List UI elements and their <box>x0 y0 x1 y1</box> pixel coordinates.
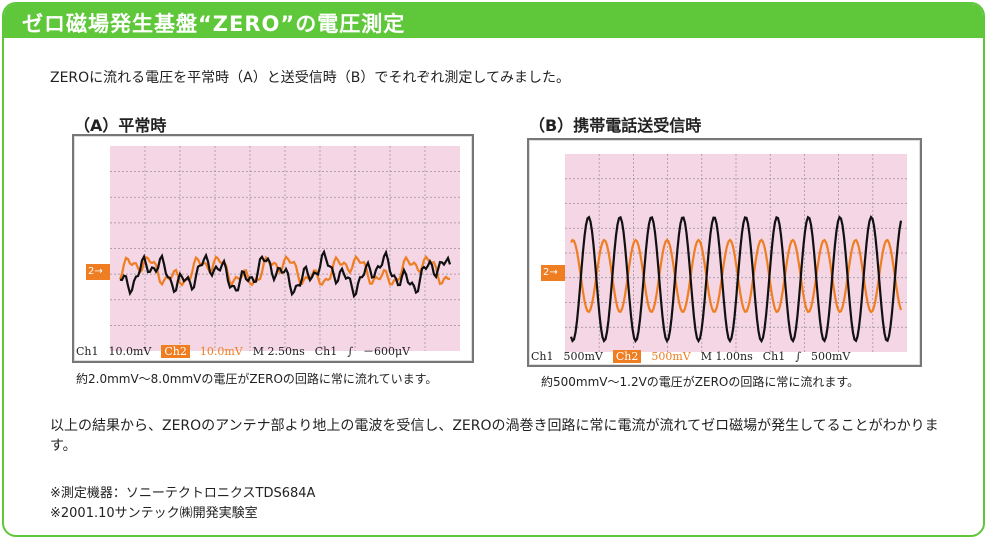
panel-b-label: （B）携帯電話送受信時 <box>529 116 702 135</box>
trigger-level: 500mV <box>810 350 851 363</box>
ch1-label: Ch1 <box>531 350 554 363</box>
ch1-trace <box>119 249 452 299</box>
ch2-value: 10.0mV <box>199 344 243 358</box>
trigger-channel: Ch1 <box>762 350 786 363</box>
trigger-slope-icon: ∫ <box>347 344 353 358</box>
waveform-b <box>565 154 907 352</box>
waveform-a <box>110 146 460 351</box>
channel2-marker: 2→ <box>541 265 565 281</box>
timebase: M 2.50ns <box>252 344 305 358</box>
ch2-value: 500mV <box>651 350 691 363</box>
ch1-value: 500mV <box>563 350 603 363</box>
caption-b: 約500mmV〜1.2Vの電圧がZEROの回路に常に流れます。 <box>541 375 860 389</box>
ch2-trace <box>570 238 903 314</box>
trigger-channel: Ch1 <box>314 344 338 358</box>
readout-b: Ch1 500mV Ch2 500mV M 1.00ns Ch1 ∫ 500mV <box>531 350 850 363</box>
ch1-trace <box>569 215 903 344</box>
ch2-trace <box>118 254 451 287</box>
ch1-value: 10.0mV <box>108 344 152 358</box>
trigger-level: －600μV <box>362 345 411 358</box>
conclusion-text: 以上の結果から、ZEROのアンテナ部より地上の電波を受信し、ZEROの渦巻き回路… <box>50 418 939 454</box>
oscilloscope-a: 2→ Ch1 10.0mV Ch2 10.0mV M 2.50ns Ch1 ∫ … <box>72 134 474 363</box>
instrument-note: ※測定機器：ソニーテクトロニクスTDS684A <box>50 486 316 501</box>
channel2-marker: 2→ <box>86 264 110 280</box>
oscilloscope-b: 2→ Ch1 500mV Ch2 500mV M 1.00ns Ch1 ∫ 50… <box>527 138 922 367</box>
lab-note: ※2001.10サンテック㈱開発実験室 <box>50 506 258 521</box>
intro-text: ZEROに流れる電圧を平常時（A）と送受信時（B）でそれぞれ測定してみました。 <box>50 70 570 86</box>
timebase: M 1.00ns <box>700 350 753 363</box>
page-title: ゼロ磁場発生基盤“ZERO”の電圧測定 <box>22 12 406 36</box>
trigger-slope-icon: ∫ <box>795 350 801 363</box>
scope-screen-b <box>565 154 907 352</box>
scope-screen-a <box>110 146 460 351</box>
ch1-label: Ch1 <box>76 344 99 358</box>
caption-a: 約2.0mmV〜8.0mmVの電圧がZEROの回路に常に流れています。 <box>76 372 438 386</box>
ch2-label: Ch2 <box>612 350 642 363</box>
panel-a-label: （A）平常時 <box>74 116 167 135</box>
readout-a: Ch1 10.0mV Ch2 10.0mV M 2.50ns Ch1 ∫ －60… <box>76 343 410 359</box>
title-bar: ゼロ磁場発生基盤“ZERO”の電圧測定 <box>4 4 983 38</box>
ch2-label: Ch2 <box>161 344 190 358</box>
